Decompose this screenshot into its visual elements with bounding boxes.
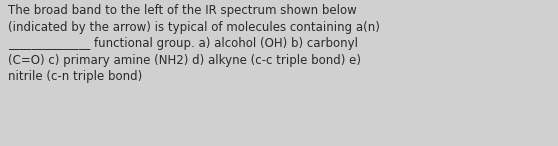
Text: The broad band to the left of the IR spectrum shown below
(indicated by the arro: The broad band to the left of the IR spe… [8,4,380,83]
